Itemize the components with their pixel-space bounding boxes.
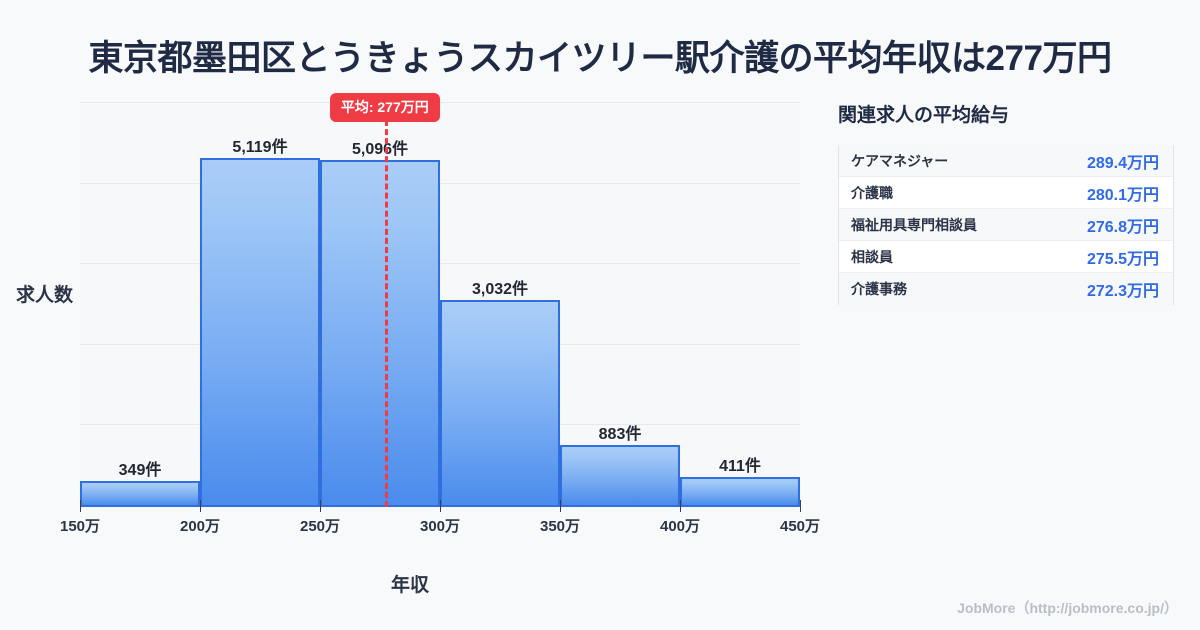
salary-job-name: ケアマネジャー — [851, 152, 949, 169]
salary-job-name: 相談員 — [851, 248, 893, 265]
x-axis-tick — [80, 500, 81, 512]
histogram-bar — [320, 159, 440, 505]
footer-credit: JobMore（http://jobmore.co.jp/） — [957, 600, 1178, 616]
salary-amount: 276.8万円 — [1086, 218, 1159, 236]
bar-value-label: 5,119件 — [232, 139, 288, 157]
y-axis-title: 求人数 — [16, 285, 74, 306]
salary-amount: 289.4万円 — [1086, 154, 1159, 172]
salary-job-name: 福祉用具専門相談員 — [851, 216, 977, 233]
bar-value-label: 411件 — [719, 458, 761, 476]
table-row[interactable]: ケアマネジャー 289.4万円 — [839, 145, 1173, 177]
x-axis-tick — [440, 500, 441, 512]
salary-job-name: 介護職 — [851, 184, 893, 201]
x-axis-tick — [560, 500, 561, 512]
salary-amount: 280.1万円 — [1086, 186, 1159, 204]
salary-amount: 272.3万円 — [1086, 283, 1159, 300]
page-title: 東京都墨田区とうきょうスカイツリー駅介護の平均年収は277万円 — [88, 39, 1112, 78]
x-axis-tick-label: 200万 — [179, 518, 221, 535]
salary-table: ケアマネジャー 289.4万円介護職 280.1万円福祉用具専門相談員 276.8万円… — [838, 145, 1174, 305]
bar-value-label: 349件 — [118, 462, 162, 480]
histogram-bar — [200, 158, 320, 505]
histogram-bar — [680, 477, 800, 505]
x-axis-tick-label: 300万 — [419, 518, 461, 535]
average-line — [384, 120, 388, 507]
histogram-chart: 349件 5,119件 5,096件 3,032件 883件 411件 150万 200万 2… — [0, 93, 821, 535]
related-salary-panel: 関連求人の平均給与 ケアマネジャー 289.4万円介護職 280.1万円福祉用具専門… — [838, 100, 1178, 305]
gridline — [80, 102, 800, 103]
average-badge: 平均: 277万円 — [329, 93, 440, 122]
table-row[interactable]: 相談員 275.5万円 — [839, 241, 1173, 273]
histogram-bar — [440, 299, 560, 505]
x-axis-tick-label: 250万 — [299, 518, 341, 535]
histogram-bar — [80, 481, 200, 505]
table-row[interactable]: 介護職 280.1万円 — [839, 177, 1173, 209]
related-salary-title: 関連求人の平均給与 — [838, 105, 1010, 126]
x-axis-tick-label: 450万 — [779, 518, 821, 535]
gridline — [80, 182, 800, 184]
gridline — [80, 263, 800, 265]
salary-amount: 275.5万円 — [1086, 250, 1159, 268]
salary-job-name: 介護事務 — [851, 281, 907, 297]
bar-value-label: 883件 — [598, 426, 642, 444]
histogram-bar — [560, 445, 680, 505]
x-axis-tick-label: 350万 — [539, 518, 581, 535]
table-row[interactable]: 介護事務 272.3万円 — [839, 273, 1173, 305]
x-axis-tick-label: 400万 — [659, 518, 701, 535]
x-axis-tick-label: 150万 — [59, 518, 101, 535]
bar-value-label: 3,032件 — [471, 280, 529, 298]
x-axis-tick — [800, 500, 801, 512]
x-axis-tick — [200, 500, 201, 512]
x-axis-tick — [320, 500, 321, 512]
table-row[interactable]: 福祉用具専門相談員 276.8万円 — [839, 209, 1173, 241]
x-axis-tick — [680, 500, 681, 512]
bar-value-label: 5,096件 — [351, 140, 409, 158]
x-axis-title: 年収 — [390, 575, 429, 596]
